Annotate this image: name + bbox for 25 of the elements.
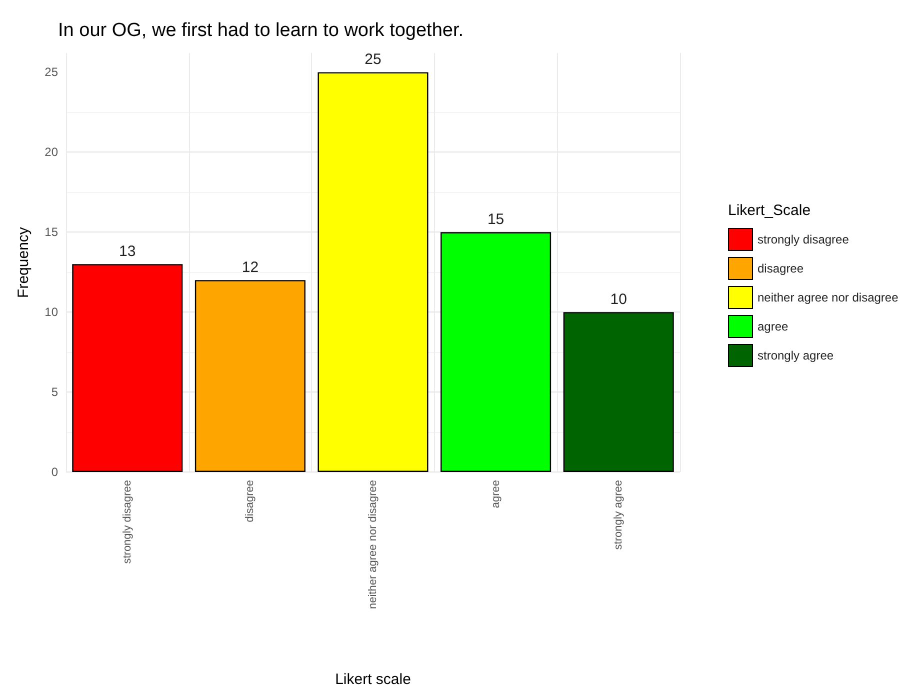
x-tick-label: strongly agree	[612, 480, 625, 550]
y-axis-title: Frequency	[15, 226, 32, 298]
y-tick-label: 25	[44, 65, 58, 80]
legend-label: neither agree nor disagree	[758, 290, 899, 304]
x-tick-label: neither agree nor disagree	[367, 480, 379, 610]
legend-label: strongly disagree	[758, 232, 850, 246]
data-label: 12	[242, 259, 259, 276]
x-tick-label: strongly disagree	[121, 480, 134, 564]
x-axis-title: Likert scale	[335, 671, 411, 688]
data-label: 10	[610, 291, 627, 308]
y-tick-label: 0	[51, 465, 58, 479]
chart-title: In our OG, we first had to learn to work together.	[58, 20, 464, 41]
y-tick-label: 20	[44, 145, 58, 160]
data-label: 13	[119, 243, 136, 260]
data-label: 15	[487, 211, 504, 228]
y-tick-label: 5	[51, 385, 58, 400]
legend-label: agree	[758, 320, 789, 334]
x-tick-label: disagree	[244, 480, 256, 522]
legend-title: Likert_Scale	[728, 202, 811, 219]
data-label: 25	[364, 51, 382, 68]
legend-label: strongly agree	[758, 348, 834, 362]
y-tick-label: 10	[44, 305, 58, 320]
legend-label: disagree	[758, 262, 804, 276]
x-tick-label: agree	[490, 480, 502, 508]
y-tick-label: 15	[44, 225, 58, 240]
